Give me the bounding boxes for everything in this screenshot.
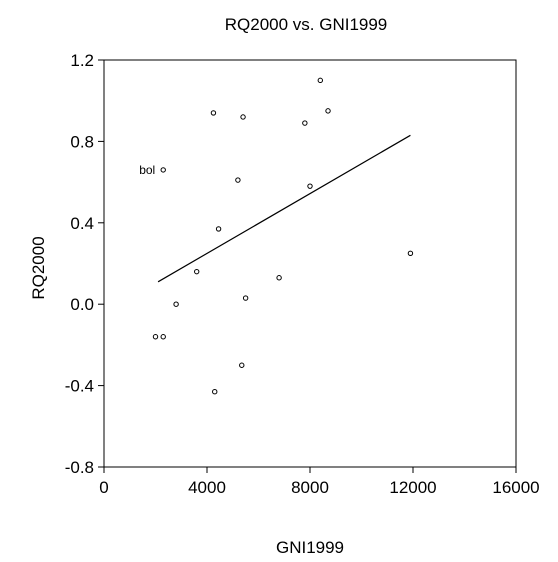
x-tick-label: 0 — [99, 478, 108, 497]
scatter-point — [407, 250, 414, 257]
scatter-point — [160, 334, 166, 340]
scatter-point — [239, 362, 245, 368]
x-axis-label: GNI1999 — [276, 538, 344, 557]
scatter-point — [152, 334, 159, 340]
scatter-point — [194, 268, 200, 275]
plot-area: bol — [103, 59, 517, 468]
scatter-point — [307, 183, 313, 189]
point-annotation: bol — [139, 163, 155, 177]
y-tick-label: 0.4 — [70, 214, 94, 233]
scatter-point — [302, 120, 308, 126]
scatter-point — [325, 108, 331, 114]
scatter-point — [235, 177, 241, 183]
y-tick-label: 0.0 — [70, 295, 94, 314]
x-tick-label: 8000 — [291, 478, 329, 497]
x-tick-label: 12000 — [389, 478, 436, 497]
y-tick-label: 0.8 — [70, 132, 94, 151]
y-tick-label: -0.4 — [65, 377, 94, 396]
x-axis-ticks: 0 4000 8000 12000 16000 — [99, 467, 540, 497]
y-axis-ticks: 1.2 0.8 0.4 0.0 -0.4 -0.8 — [65, 51, 104, 477]
plot-frame — [103, 59, 517, 468]
regression-line — [157, 134, 411, 283]
x-tick-label: 4000 — [188, 478, 226, 497]
x-tick-label: 16000 — [492, 478, 539, 497]
chart-title: RQ2000 vs. GNI1999 — [225, 15, 388, 34]
scatter-point — [240, 114, 246, 120]
y-tick-label: 1.2 — [70, 51, 94, 70]
scatter-point — [173, 301, 179, 307]
scatter-point — [215, 226, 222, 232]
scatter-point — [317, 77, 323, 84]
scatter-point — [242, 295, 249, 301]
scatter-point — [212, 389, 218, 395]
scatter-point — [276, 275, 282, 281]
y-tick-label: -0.8 — [65, 458, 94, 477]
scatter-point — [210, 110, 217, 116]
scatter-point — [160, 167, 166, 173]
y-axis-label: RQ2000 — [29, 236, 48, 299]
